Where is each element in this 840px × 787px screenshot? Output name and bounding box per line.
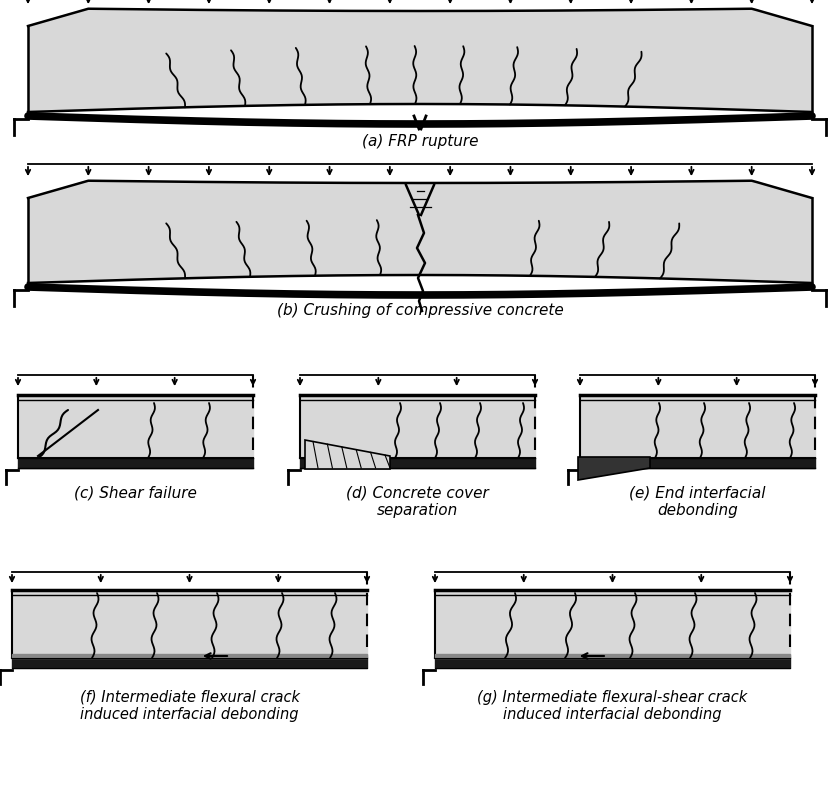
Text: (c) Shear failure: (c) Shear failure [74,486,197,501]
Text: (g) Intermediate flexural-shear crack
induced interfacial debonding: (g) Intermediate flexural-shear crack in… [477,690,748,722]
Text: (d) Concrete cover
separation: (d) Concrete cover separation [346,486,489,519]
Polygon shape [12,658,367,668]
Polygon shape [300,395,535,458]
Polygon shape [12,590,367,658]
Polygon shape [28,181,812,283]
Polygon shape [580,395,815,458]
Polygon shape [435,658,790,668]
Polygon shape [300,458,535,468]
Text: (e) End interfacial
debonding: (e) End interfacial debonding [629,486,766,519]
Text: (a) FRP rupture: (a) FRP rupture [362,134,478,149]
Polygon shape [435,654,790,658]
Text: (b) Crushing of compressive concrete: (b) Crushing of compressive concrete [276,303,564,318]
Polygon shape [28,9,812,112]
Polygon shape [12,654,367,658]
Polygon shape [305,440,390,469]
Polygon shape [580,458,815,468]
Polygon shape [18,458,253,468]
Polygon shape [578,457,650,480]
Polygon shape [435,590,790,658]
Polygon shape [18,395,253,458]
Text: (f) Intermediate flexural crack
induced interfacial debonding: (f) Intermediate flexural crack induced … [80,690,300,722]
